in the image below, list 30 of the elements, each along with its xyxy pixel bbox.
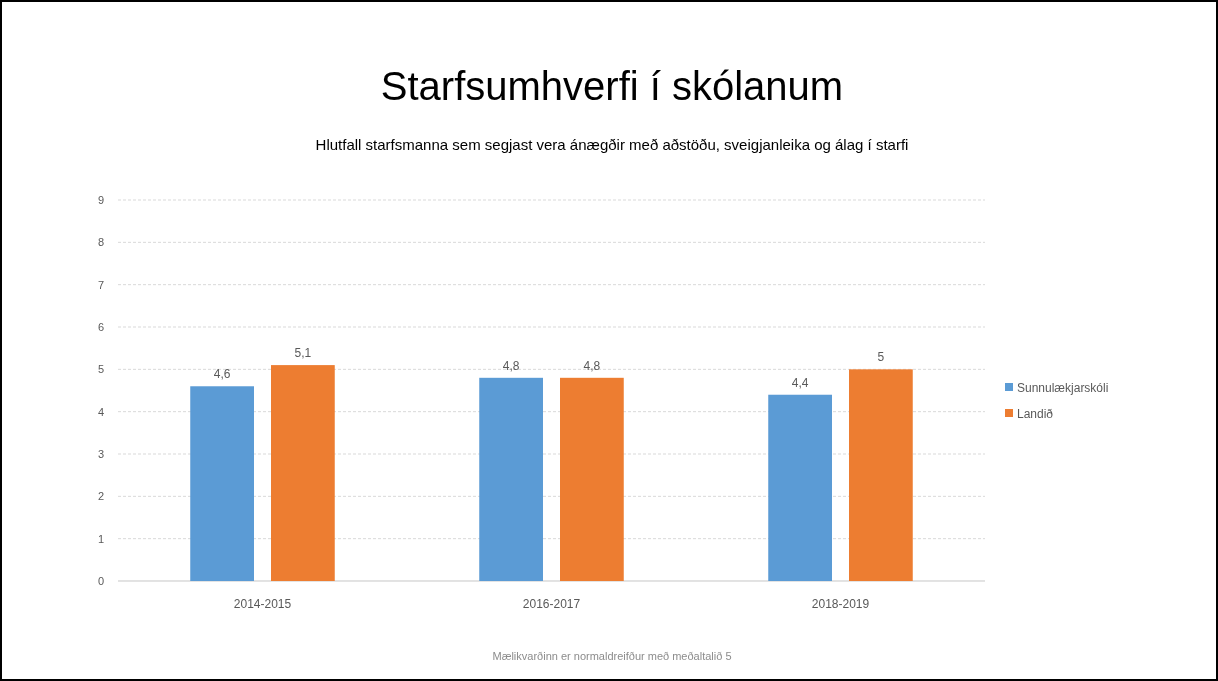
y-tick-label: 6 xyxy=(97,321,104,333)
bar xyxy=(560,377,624,581)
text: 4,4 xyxy=(791,375,809,390)
legend-label: Sunnulækjarskóli xyxy=(1017,381,1109,395)
x-tick-label: 2014-2015 xyxy=(233,597,292,611)
text: Mælikvarðinn er normaldreifður með meðaltalið 5 xyxy=(492,650,732,662)
text: 5,1 xyxy=(294,346,312,361)
chart-title: Starfsumhverfi í skólanum xyxy=(380,64,844,108)
bar xyxy=(849,369,913,581)
y-tick-label: 5 xyxy=(97,363,104,376)
x-tick-label: 2018-2019 xyxy=(811,597,870,611)
y-tick-label: 1 xyxy=(97,532,104,545)
x-tick-label: 2016-2017 xyxy=(522,597,581,611)
y-tick-label: 3 xyxy=(97,448,104,460)
text: 4,6 xyxy=(213,367,231,382)
y-tick-label: 8 xyxy=(97,236,104,249)
bar xyxy=(190,386,254,581)
y-tick-label: 4 xyxy=(97,405,104,418)
text: 4,8 xyxy=(502,358,520,373)
text: 5 xyxy=(877,350,885,365)
y-tick-label: 9 xyxy=(97,194,104,206)
text: 4,8 xyxy=(583,358,601,373)
chart-subtitle: Hlutfall starfsmanna sem segjast vera ánægðir með aðstöðu, sveigjanleika og álag í starfi xyxy=(315,136,909,153)
bar xyxy=(271,365,335,581)
y-tick-label: 2 xyxy=(97,490,104,503)
legend-label: Landið xyxy=(1017,407,1054,421)
y-tick-label: 0 xyxy=(97,575,104,587)
bar xyxy=(479,377,543,581)
y-tick-label: 7 xyxy=(97,278,104,291)
bar xyxy=(768,394,832,581)
